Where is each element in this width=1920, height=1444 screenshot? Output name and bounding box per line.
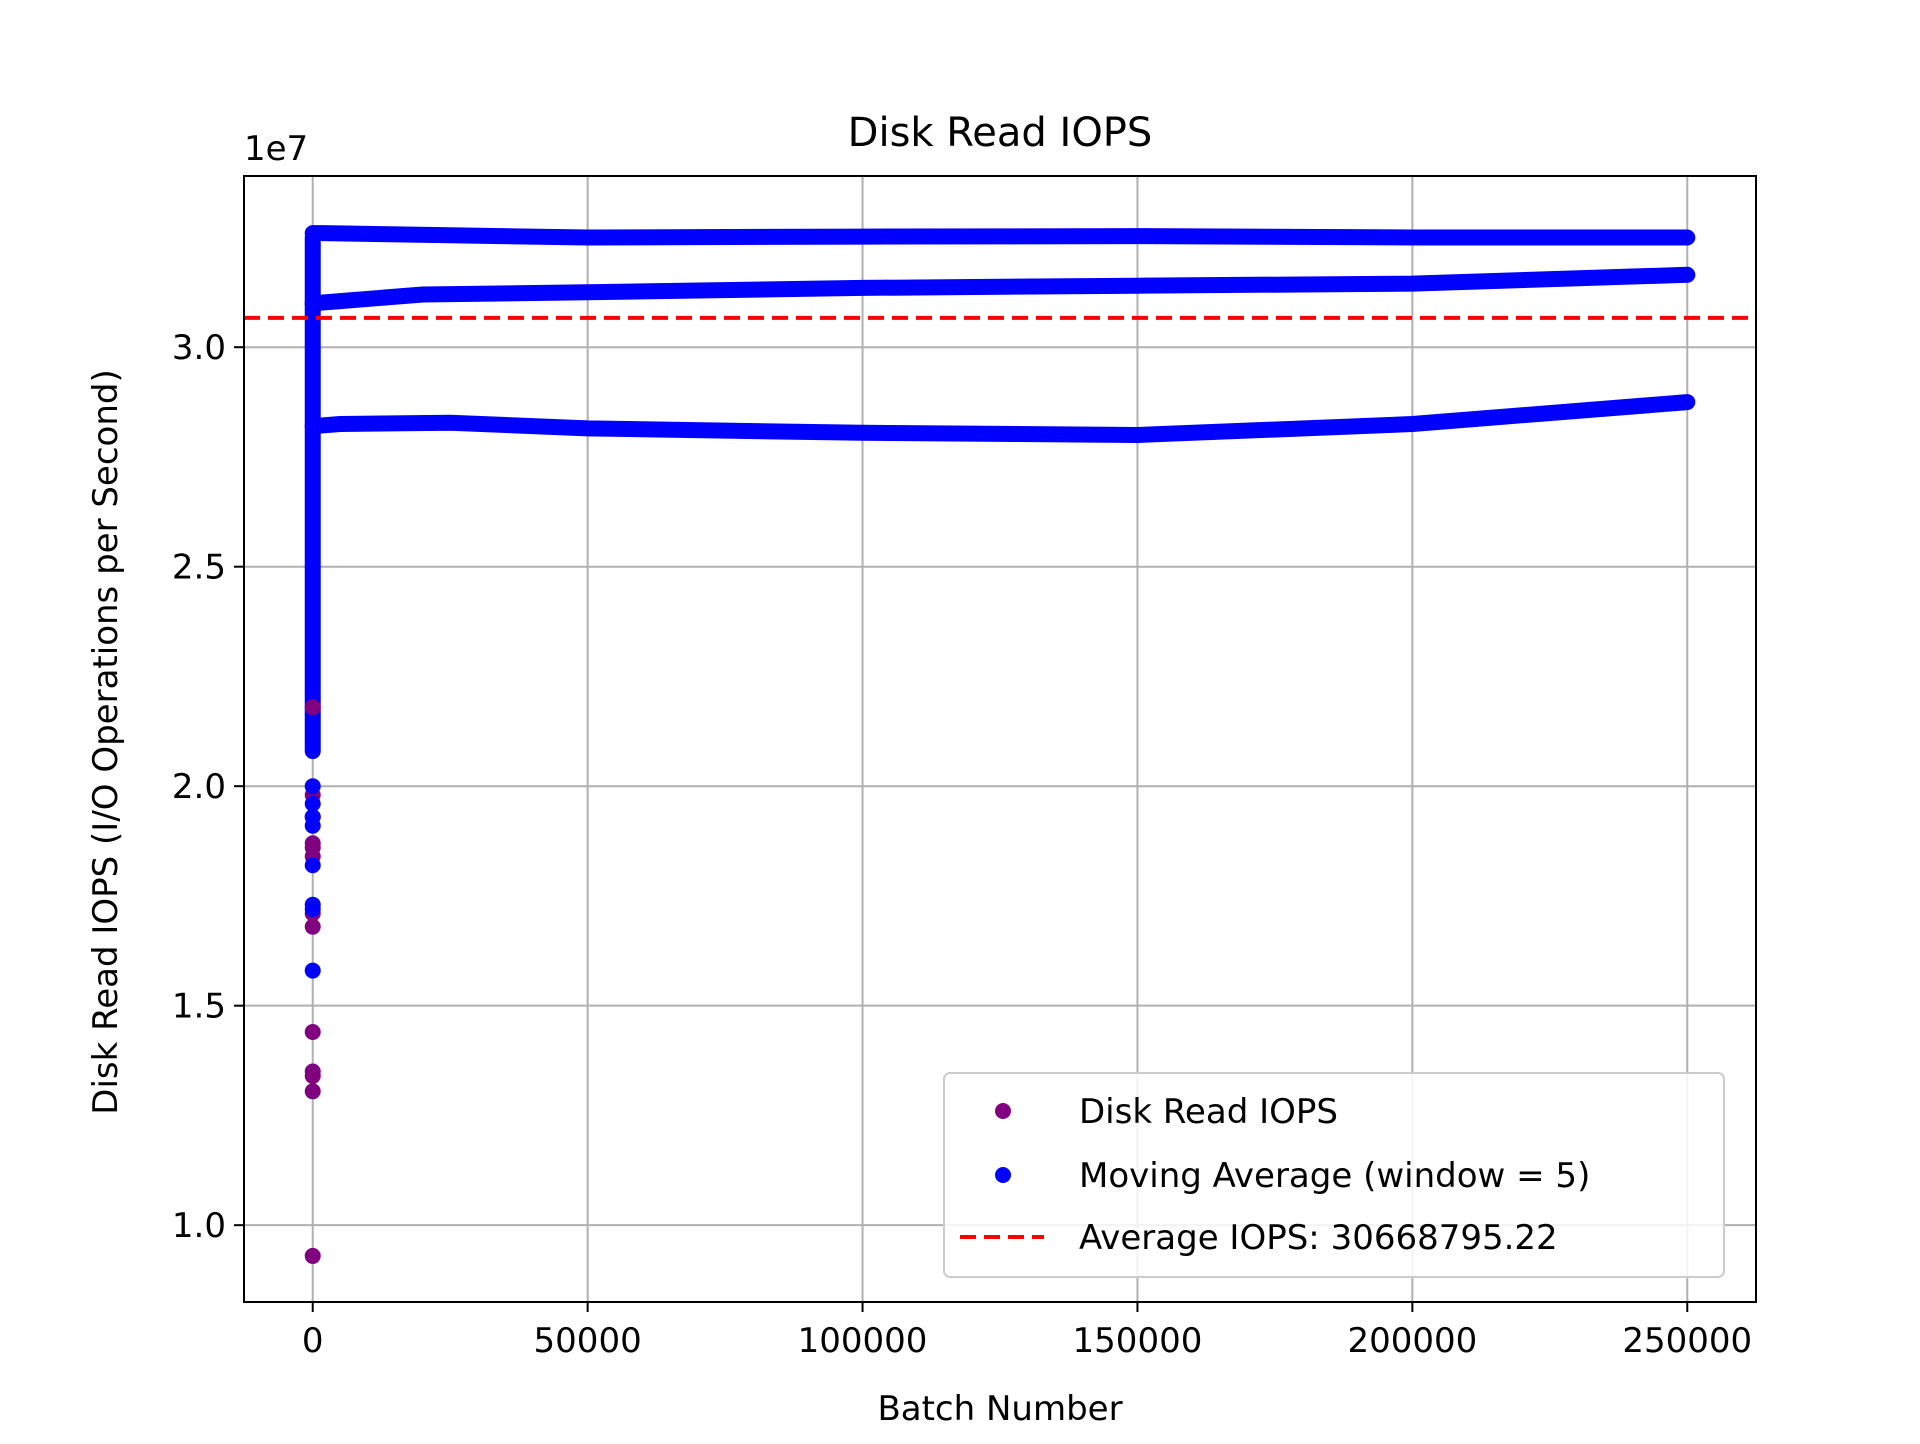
moving-average-point	[304, 778, 321, 795]
axes-frame	[243, 175, 1757, 1303]
grid	[244, 176, 1756, 1302]
x-tick-label: 0	[302, 1321, 324, 1361]
y-axis-label: Disk Read IOPS (I/O Operations per Secon…	[86, 369, 126, 1114]
legend-label-moving-average: Moving Average (window = 5)	[1079, 1156, 1590, 1196]
legend-label-average-iops: Average IOPS: 30668795.22	[1079, 1218, 1558, 1258]
legend-marker-disk-read-iops	[995, 1103, 1011, 1119]
legend-box	[943, 1072, 1725, 1278]
chart-title: Disk Read IOPS	[848, 110, 1153, 156]
moving-average-point	[304, 896, 321, 913]
y-tick-label: 2.0	[172, 767, 226, 807]
moving-average-band	[304, 266, 1696, 312]
x-tick-label: 250000	[1622, 1321, 1752, 1361]
moving-average-point	[304, 808, 321, 825]
y-tick-label: 1.0	[172, 1206, 226, 1246]
moving-average-band	[304, 225, 1696, 246]
moving-average-band	[304, 394, 1696, 443]
disk-read-iops-point	[304, 1024, 321, 1041]
y-tick-label: 2.5	[172, 548, 226, 588]
disk-read-iops-point	[304, 699, 321, 716]
disk-read-iops-point	[304, 1063, 321, 1080]
legend: Disk Read IOPS Moving Average (window = …	[943, 1072, 1725, 1278]
disk-read-iops-point	[304, 1247, 321, 1264]
moving-average-point	[304, 795, 321, 812]
disk-read-iops-point	[304, 1083, 321, 1100]
disk-read-iops-point	[304, 918, 321, 935]
moving-average-point	[304, 962, 321, 979]
plot-area	[244, 225, 1756, 1264]
moving-average-point	[304, 857, 321, 874]
legend-marker-moving-average	[995, 1167, 1011, 1183]
x-tick-label: 150000	[1073, 1321, 1203, 1361]
axis-ticks: 0 50000 100000 150000 200000 250000 1.0 1.5 2.0 2…	[172, 328, 1752, 1361]
y-offset-label: 1e7	[244, 129, 308, 169]
y-tick-label: 3.0	[172, 328, 226, 368]
legend-label-disk-read-iops: Disk Read IOPS	[1079, 1092, 1338, 1132]
y-tick-label: 1.5	[172, 987, 226, 1027]
x-tick-label: 200000	[1347, 1321, 1477, 1361]
x-tick-label: 50000	[534, 1321, 642, 1361]
x-axis-label: Batch Number	[877, 1389, 1122, 1429]
disk-read-iops-point	[304, 835, 321, 852]
x-tick-label: 100000	[798, 1321, 928, 1361]
